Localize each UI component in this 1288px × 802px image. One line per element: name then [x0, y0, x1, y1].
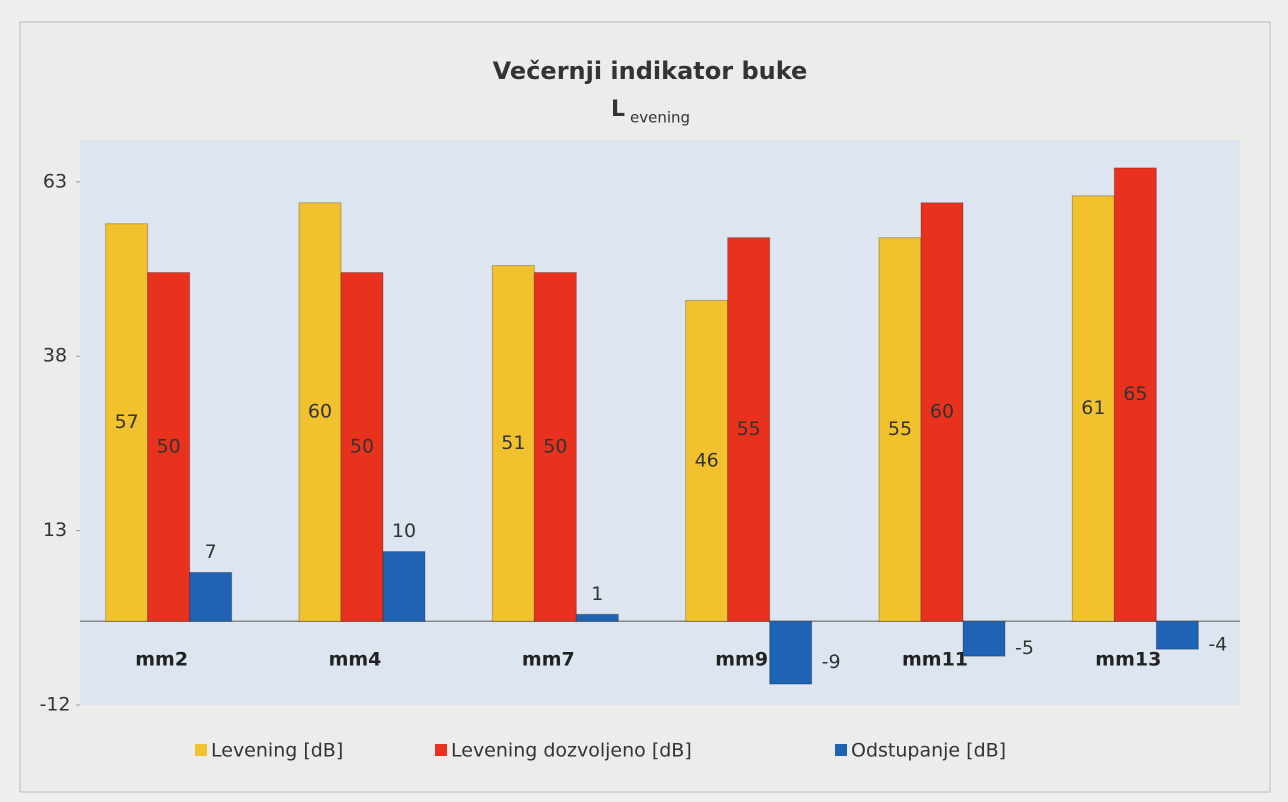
legend-swatch [435, 744, 447, 756]
value-label: 55 [888, 418, 912, 440]
value-label: 1 [591, 583, 603, 605]
value-label: 50 [543, 435, 567, 457]
value-label: 55 [737, 418, 761, 440]
bar [769, 620, 813, 685]
value-label: 50 [157, 435, 181, 457]
value-label: -5 [1015, 637, 1034, 659]
bar [491, 265, 535, 622]
y-tick-label: 63 [43, 170, 67, 192]
bar [962, 620, 1006, 657]
bar [189, 571, 233, 622]
bar [1155, 620, 1199, 650]
value-label: -9 [822, 651, 841, 673]
x-tick-label: mm13 [1095, 649, 1161, 671]
legend-swatch [835, 744, 847, 756]
bar [147, 272, 191, 622]
bar [727, 237, 771, 622]
bar [878, 237, 922, 622]
legend-label: Odstupanje [dB] [851, 740, 1006, 762]
x-tick-label: mm7 [522, 649, 575, 671]
y-tick-label: 38 [43, 345, 67, 367]
y-tick-label: 13 [43, 519, 67, 541]
chart-title: Večernji indikator buke [493, 57, 808, 85]
x-tick-label: mm9 [715, 649, 768, 671]
bar [382, 551, 426, 622]
x-tick-label: mm2 [135, 649, 188, 671]
bar [105, 223, 149, 622]
value-label: 65 [1123, 383, 1147, 405]
bar [298, 202, 342, 622]
chart-subtitle-sub: evening [630, 109, 690, 127]
bar [920, 202, 964, 622]
value-label: 60 [308, 401, 332, 423]
x-tick-label: mm11 [902, 649, 968, 671]
value-label: 7 [205, 541, 217, 563]
value-label: 51 [501, 432, 525, 454]
value-label: 61 [1081, 397, 1105, 419]
legend-label: Levening dozvoljeno [dB] [451, 740, 692, 762]
bar [340, 272, 384, 622]
plot-area [80, 140, 1240, 705]
y-tick-label: -12 [39, 694, 70, 716]
legend-swatch [195, 744, 207, 756]
chart-subtitle: L [611, 97, 625, 122]
bar [575, 613, 619, 622]
bar [533, 272, 577, 622]
value-label: 57 [115, 411, 139, 433]
legend-label: Levening [dB] [211, 740, 343, 762]
x-tick-label: mm4 [329, 649, 382, 671]
value-label: -4 [1208, 634, 1227, 656]
value-label: 46 [695, 449, 719, 471]
value-label: 60 [930, 401, 954, 423]
bar [1113, 167, 1157, 622]
value-label: 50 [350, 435, 374, 457]
value-label: 10 [392, 520, 416, 542]
